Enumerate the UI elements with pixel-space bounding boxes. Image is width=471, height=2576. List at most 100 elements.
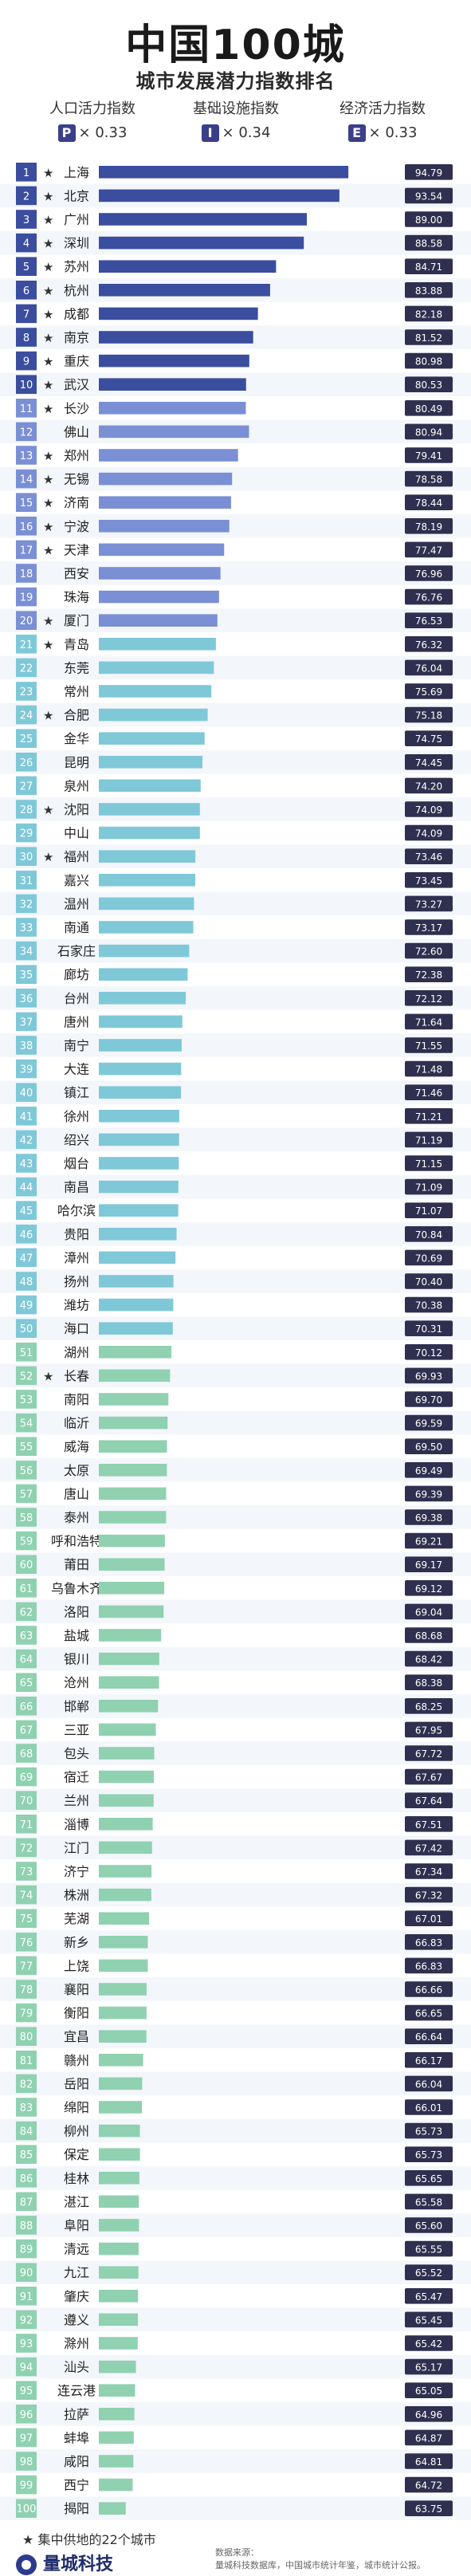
rank-number: 34	[20, 946, 33, 958]
value-bar	[99, 2242, 139, 2255]
rank-number: 70	[20, 1795, 33, 1807]
rank-box	[16, 1461, 37, 1480]
city-label: 株洲	[64, 1888, 89, 1903]
city-label: 包头	[64, 1746, 89, 1761]
rank-box	[16, 776, 37, 796]
rank-box	[16, 1248, 37, 1268]
value-box	[405, 2335, 453, 2351]
value-bar	[99, 2266, 139, 2279]
star-icon: ★	[43, 1369, 53, 1383]
value-bar	[99, 1841, 152, 1854]
value-label: 69.38	[415, 1512, 442, 1524]
city-label: 汕头	[64, 2360, 89, 2375]
city-label: 深圳	[64, 236, 89, 251]
rank-number: 37	[20, 1017, 33, 1028]
value-label: 71.21	[415, 1111, 442, 1123]
city-label: 遵义	[64, 2312, 89, 2327]
rank-number: 46	[20, 1229, 33, 1241]
rank-number: 31	[20, 875, 33, 887]
city-label: 东莞	[64, 660, 89, 675]
value-bar	[99, 732, 205, 745]
value-bar	[99, 1818, 153, 1831]
rank-number: 44	[20, 1182, 33, 1194]
city-label: 岳阳	[64, 2076, 89, 2091]
value-box	[405, 565, 453, 581]
value-box	[405, 1556, 453, 1572]
factor-weights: 人口活力指数 P × 0.33 基础设施指数 I × 0.34 经济活力指数 E × …	[0, 97, 471, 148]
value-box	[405, 2311, 453, 2328]
chart-subtitle: 城市发展潜力指数排名	[135, 70, 336, 92]
value-label: 77.47	[415, 545, 442, 556]
rank-box	[16, 1862, 37, 1881]
rank-number: 82	[20, 2078, 33, 2090]
factor-letter: P	[57, 124, 76, 142]
city-label: 泰州	[64, 1510, 89, 1525]
row-stripe	[0, 2024, 471, 2048]
value-label: 70.84	[415, 1229, 442, 1241]
row-stripe	[0, 1646, 471, 1671]
row-stripe	[0, 1930, 471, 1954]
rank-box	[16, 2428, 37, 2448]
value-label: 68.25	[415, 1701, 442, 1713]
city-label: 乌鲁木齐	[51, 1581, 102, 1596]
chart-header: 中国100城 城市发展潜力指数排名 人口活力指数 P × 0.33 基础设施指数 …	[0, 0, 471, 167]
value-box	[405, 2406, 453, 2422]
value-box	[405, 1934, 453, 1950]
value-label: 64.96	[415, 2409, 442, 2421]
value-label: 72.60	[415, 946, 442, 958]
rank-number: 93	[20, 2338, 33, 2350]
value-box	[405, 1839, 453, 1856]
row-stripe	[0, 1505, 471, 1529]
rank-box	[16, 2452, 37, 2471]
value-box	[405, 470, 453, 487]
value-bar	[99, 1275, 174, 1288]
city-label: 芜湖	[64, 1911, 89, 1926]
value-label: 66.64	[415, 2031, 442, 2043]
rank-box	[16, 965, 37, 984]
value-label: 67.34	[415, 1866, 442, 1878]
rank-box	[16, 422, 37, 442]
value-label: 74.09	[415, 828, 442, 840]
star-icon: ★	[43, 638, 53, 652]
rank-number: 36	[20, 993, 33, 1005]
city-label: 济宁	[64, 1864, 89, 1879]
rank-number: 66	[20, 1701, 33, 1713]
rank-box	[16, 446, 37, 465]
value-label: 67.42	[415, 1843, 442, 1854]
rank-box	[16, 1083, 37, 1102]
value-bar	[99, 2337, 138, 2350]
rank-box	[16, 1579, 37, 1598]
value-bar	[99, 1723, 156, 1736]
rank-box	[16, 1319, 37, 1338]
rank-box	[16, 233, 37, 253]
value-box	[405, 1084, 453, 1100]
row-stripe	[0, 891, 471, 916]
value-box	[405, 2500, 453, 2516]
row-stripe	[0, 2354, 471, 2379]
value-bar	[99, 166, 349, 179]
value-bar	[99, 189, 340, 203]
city-label: 呼和浩特	[51, 1534, 102, 1549]
value-label: 67.51	[415, 1819, 442, 1831]
rank-box	[16, 1744, 37, 1763]
rank-number: 48	[20, 1276, 33, 1288]
value-label: 69.59	[415, 1418, 442, 1430]
rank-box	[16, 847, 37, 866]
rank-number: 86	[20, 2173, 33, 2185]
factor-letter: E	[347, 124, 366, 142]
rank-box	[16, 1909, 37, 1928]
city-label: 柳州	[64, 2124, 89, 2139]
rank-number: 79	[20, 2008, 33, 2020]
value-label: 75.69	[415, 686, 442, 698]
row-stripe	[0, 608, 471, 632]
rank-box	[16, 2239, 37, 2259]
value-bar	[99, 331, 253, 344]
value-label: 76.96	[415, 568, 442, 580]
rank-number: 1	[23, 167, 29, 179]
rank-box	[16, 210, 37, 229]
value-bar	[99, 1983, 147, 1996]
value-bar	[99, 449, 238, 462]
value-box	[405, 801, 453, 817]
rank-number: 75	[20, 1913, 33, 1925]
city-label: 宿迁	[64, 1770, 89, 1785]
